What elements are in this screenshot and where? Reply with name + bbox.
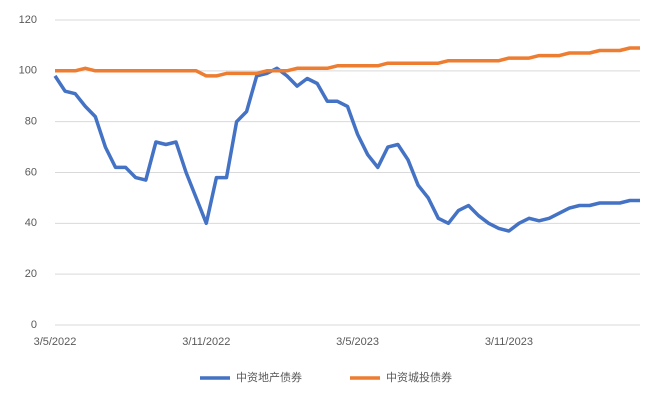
x-tick-label: 3/5/2022 xyxy=(34,336,77,348)
x-tick-label: 3/5/2023 xyxy=(336,336,379,348)
y-tick-label: 60 xyxy=(25,166,37,178)
y-tick-label: 100 xyxy=(19,65,37,77)
y-tick-label: 120 xyxy=(19,14,37,26)
y-tick-label: 0 xyxy=(31,319,37,331)
legend-label: 中资地产债券 xyxy=(236,370,302,384)
y-tick-label: 20 xyxy=(25,268,37,280)
legend-label: 中资城投债券 xyxy=(386,370,452,384)
line-series xyxy=(53,66,640,233)
x-tick-label: 3/11/2023 xyxy=(485,336,533,348)
x-tick-label: 3/11/2022 xyxy=(182,336,230,348)
line-series xyxy=(55,46,640,78)
y-tick-label: 80 xyxy=(25,116,37,128)
y-tick-label: 40 xyxy=(25,217,37,229)
